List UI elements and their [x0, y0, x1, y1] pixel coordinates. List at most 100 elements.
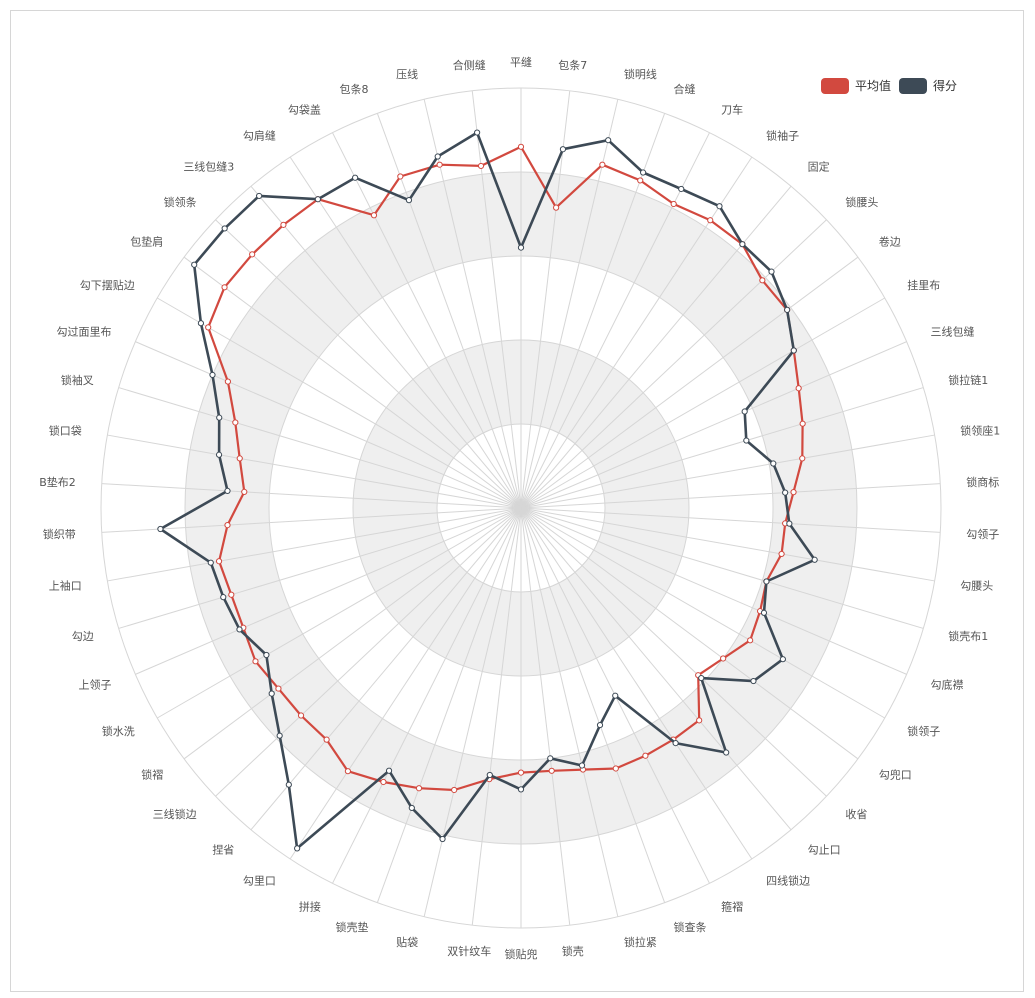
- series-point-avg: [637, 177, 644, 184]
- radar-spoke: [520, 219, 827, 509]
- radar-spoke: [215, 219, 522, 509]
- axis-label: 勾肩缝: [243, 128, 276, 142]
- series-point-avg: [696, 717, 703, 724]
- axis-label: 包条7: [558, 58, 587, 72]
- axis-label: 上袖口: [49, 578, 82, 592]
- radar-spoke: [215, 507, 522, 797]
- axis-label: 勾过面里布: [56, 325, 111, 338]
- series-point-avg: [344, 768, 352, 775]
- radar-spoke: [135, 341, 522, 509]
- series-point-score: [768, 268, 775, 275]
- series-point-score: [517, 244, 525, 251]
- axis-label: 贴袋: [396, 935, 418, 949]
- axis-label: 锁商标: [966, 475, 999, 489]
- series-point-score: [612, 692, 619, 699]
- radar-spoke: [332, 132, 522, 509]
- legend-swatch-score: [899, 77, 928, 94]
- series-point-score: [268, 690, 275, 697]
- series-point-score: [276, 732, 283, 739]
- series-point-avg: [670, 200, 677, 208]
- series-point-score: [596, 721, 604, 729]
- legend-item-score[interactable]: 得分: [899, 77, 957, 94]
- series-point-score: [763, 578, 770, 585]
- radar-spoke: [183, 256, 522, 509]
- radar-spoke: [520, 507, 924, 629]
- series-point-score: [207, 559, 214, 566]
- series-point-score: [517, 786, 525, 793]
- axis-label: 收省: [845, 807, 867, 821]
- series-point-score: [698, 674, 705, 682]
- axis-label: 锁查条: [674, 920, 707, 934]
- series-point-avg: [799, 420, 806, 427]
- radar-spoke: [118, 507, 522, 629]
- axis-label: 三线包缝3: [183, 159, 234, 173]
- series-point-avg: [612, 765, 619, 772]
- axis-label: 勾兜口: [879, 767, 912, 781]
- series-point-avg: [517, 769, 525, 776]
- axis-label: 三线锁边: [153, 807, 197, 821]
- radar-spoke: [250, 185, 522, 509]
- radar-spoke: [520, 132, 710, 509]
- axis-label: 锁腰头: [845, 195, 878, 209]
- radar-spoke: [376, 507, 522, 903]
- series-point-score: [547, 755, 554, 762]
- axis-label: 勾里口: [243, 875, 276, 888]
- radar-spoke: [520, 507, 666, 903]
- radar-spoke: [107, 507, 522, 582]
- series-point-score: [285, 781, 292, 788]
- series-point-score: [716, 203, 723, 210]
- series-point-score: [672, 740, 679, 747]
- radar-spoke: [250, 507, 522, 831]
- series-point-avg: [241, 488, 248, 495]
- radar-spoke: [183, 507, 522, 760]
- axis-label: 双针纹车: [447, 944, 491, 958]
- series-point-avg: [477, 162, 485, 170]
- axis-label: 锁贴兜: [505, 947, 538, 961]
- series-point-score: [236, 626, 243, 633]
- series-point-score: [385, 767, 393, 774]
- axis-label: 锁拉紧: [624, 935, 657, 949]
- axis-label: 勾袋盖: [288, 102, 321, 116]
- series-point-avg: [599, 161, 606, 168]
- series-point-score: [578, 762, 586, 769]
- radar-spoke: [107, 434, 522, 509]
- radar-spoke: [520, 90, 571, 509]
- series-point-score: [216, 414, 223, 421]
- axis-label: 勾底襟: [931, 678, 964, 692]
- axis-label: 卷边: [879, 235, 901, 249]
- series-point-score: [405, 197, 413, 204]
- axis-label: 压线: [396, 67, 418, 81]
- series-point-avg: [795, 385, 802, 392]
- axis-label: 锁口袋: [49, 424, 82, 438]
- series-point-avg: [436, 161, 443, 168]
- series-point-score: [559, 146, 567, 153]
- axis-label: 锁壳垫: [335, 920, 368, 934]
- series-point-score: [352, 174, 359, 181]
- axis-label: 挂里布: [907, 278, 940, 292]
- series-point-avg: [720, 655, 727, 662]
- series-point-score: [209, 371, 216, 379]
- axis-label: 锁水洗: [102, 724, 135, 738]
- axis-label: 锁壳布1: [948, 629, 988, 643]
- series-point-avg: [249, 251, 256, 258]
- series-point-avg: [790, 489, 797, 496]
- radar-spoke: [520, 256, 859, 509]
- series-point-avg: [221, 284, 228, 291]
- axis-label: 刀车: [721, 102, 743, 116]
- axis-label: 四线锁边: [766, 874, 810, 888]
- axis-label: 锁袖叉: [61, 373, 94, 387]
- radar-spoke: [118, 387, 522, 509]
- series-point-avg: [517, 143, 525, 150]
- axis-label: 锁壳: [562, 944, 584, 958]
- series-point-avg: [280, 221, 287, 228]
- radar-spoke: [520, 507, 753, 860]
- radar-spoke: [101, 483, 522, 509]
- legend: 平均值 得分: [821, 77, 957, 94]
- series-point-avg: [232, 419, 239, 426]
- axis-label: 勾止口: [808, 844, 841, 857]
- series-point-avg: [380, 778, 387, 786]
- axis-label: 锁领条: [164, 195, 197, 209]
- legend-item-avg[interactable]: 平均值: [821, 77, 891, 94]
- series-point-score: [770, 460, 777, 467]
- axis-label: 勾领子: [966, 528, 999, 541]
